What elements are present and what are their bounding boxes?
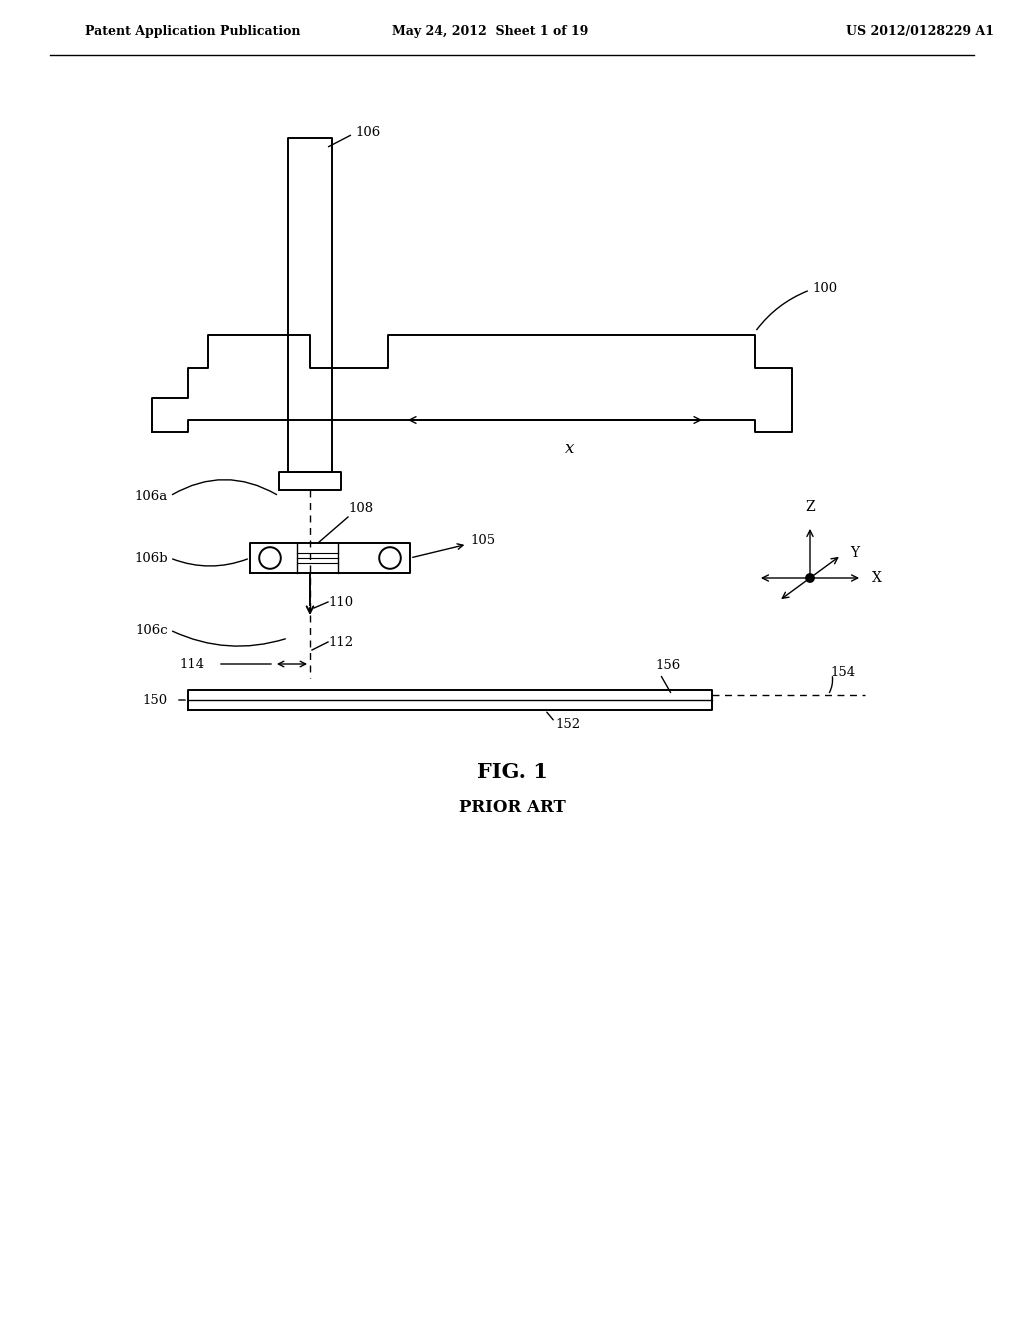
Text: 108: 108 — [348, 502, 373, 515]
Text: 150: 150 — [143, 693, 168, 706]
Circle shape — [806, 574, 814, 582]
Text: 152: 152 — [555, 718, 581, 730]
Text: 106a: 106a — [135, 490, 168, 503]
Text: 105: 105 — [413, 535, 496, 557]
Text: 106c: 106c — [135, 623, 168, 636]
Text: Patent Application Publication: Patent Application Publication — [85, 25, 300, 38]
Text: 154: 154 — [830, 665, 855, 678]
Text: 106b: 106b — [134, 552, 168, 565]
Text: 112: 112 — [328, 635, 353, 648]
Text: 114: 114 — [180, 657, 205, 671]
Text: x: x — [565, 440, 574, 457]
Text: 156: 156 — [655, 659, 680, 672]
Text: 110: 110 — [328, 595, 353, 609]
Text: May 24, 2012  Sheet 1 of 19: May 24, 2012 Sheet 1 of 19 — [392, 25, 588, 38]
Text: PRIOR ART: PRIOR ART — [459, 800, 565, 817]
Text: Z: Z — [805, 500, 815, 513]
Text: FIG. 1: FIG. 1 — [476, 762, 548, 781]
Text: 106: 106 — [355, 125, 380, 139]
Text: 100: 100 — [812, 281, 838, 294]
Text: US 2012/0128229 A1: US 2012/0128229 A1 — [846, 25, 994, 38]
Text: X: X — [872, 572, 882, 585]
Text: Y: Y — [850, 546, 859, 560]
